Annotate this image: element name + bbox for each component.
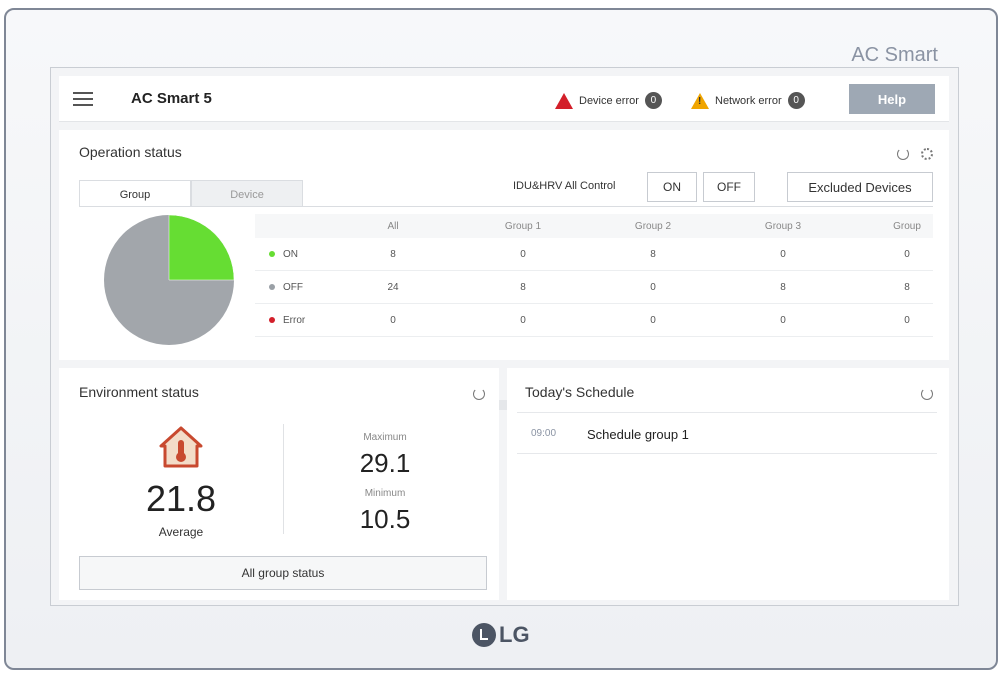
minimum-label: Minimum	[364, 488, 406, 499]
tab-group[interactable]: Group	[79, 180, 191, 206]
table-cell: 0	[904, 248, 910, 260]
operation-tabs: Group Device	[79, 180, 303, 206]
table-cell: 8	[650, 248, 656, 260]
schedule-title: Today's Schedule	[525, 384, 635, 400]
table-cell: 0	[520, 314, 526, 326]
maximum-label: Maximum	[363, 432, 407, 443]
table-cell: 0	[650, 314, 656, 326]
column-header: Group 1	[504, 220, 542, 232]
table-cell: 8	[520, 281, 526, 293]
network-error-count: 0	[787, 92, 805, 109]
device-error-label: Device error	[579, 94, 639, 107]
average-label: Average	[158, 525, 204, 539]
column-header: Group	[893, 220, 921, 232]
column-header: Group 3	[764, 220, 802, 232]
status-dot-error	[269, 317, 275, 323]
environment-status-panel: Environment status 21.8 Average Maximum …	[59, 368, 499, 600]
app-title: AC Smart 5	[131, 90, 212, 107]
brand-label: AC Smart	[851, 44, 938, 66]
table-row-on: ON 8 0 8 0 0	[255, 238, 933, 271]
network-error-label: Network error	[715, 94, 782, 107]
table-cell: 0	[904, 314, 910, 326]
network-error-indicator[interactable]: Network error 0	[691, 92, 805, 109]
all-group-status-button[interactable]: All group status	[79, 556, 487, 590]
row-label-text: OFF	[283, 281, 303, 293]
row-label: OFF	[269, 282, 303, 293]
table-row-error: Error 0 0 0 0 0	[255, 304, 933, 337]
schedule-panel: Today's Schedule 09:00 Schedule group 1	[507, 368, 949, 600]
row-label: Error	[269, 315, 305, 326]
pie-slice-on	[168, 214, 235, 281]
operation-table: All Group 1 Group 2 Group 3 Group ON 8 0…	[255, 214, 933, 337]
schedule-time: 09:00	[531, 428, 557, 439]
all-control-label: IDU&HRV All Control	[513, 180, 616, 192]
network-warning-icon	[691, 92, 709, 109]
all-on-button[interactable]: ON	[647, 172, 697, 202]
maximum-temperature: 29.1	[359, 448, 411, 478]
schedule-item[interactable]: 09:00 Schedule group 1	[517, 414, 937, 454]
table-cell: 0	[650, 281, 656, 293]
tab-device[interactable]: Device	[191, 180, 303, 206]
lg-logo-icon	[472, 623, 496, 647]
device-error-indicator[interactable]: Device error 0	[555, 92, 662, 109]
device-error-icon	[555, 92, 573, 109]
operation-status-panel: Operation status Group Device IDU&HRV Al…	[59, 130, 949, 410]
operation-status-title: Operation status	[79, 144, 182, 160]
excluded-devices-button[interactable]: Excluded Devices	[787, 172, 933, 202]
row-label-text: ON	[283, 248, 298, 260]
screen: AC Smart 5 Device error 0 Network error …	[50, 67, 959, 606]
thermometer-house-icon	[159, 426, 203, 468]
refresh-icon[interactable]	[473, 388, 485, 400]
table-cell: 0	[520, 248, 526, 260]
divider	[283, 424, 284, 534]
average-temperature: 21.8	[145, 478, 217, 519]
operation-pie-chart	[104, 214, 235, 345]
row-label: ON	[269, 249, 298, 260]
table-cell: 8	[904, 281, 910, 293]
menu-icon[interactable]	[73, 92, 93, 106]
device-frame: AC Smart AC Smart 5 Device error 0 Netwo…	[4, 8, 998, 670]
device-error-count: 0	[644, 92, 662, 109]
settings-icon[interactable]	[921, 148, 933, 160]
help-button[interactable]: Help	[849, 84, 935, 114]
column-header: All	[387, 220, 399, 232]
refresh-icon[interactable]	[897, 148, 909, 160]
tab-divider	[79, 206, 933, 207]
table-row-off: OFF 24 8 0 8 8	[255, 271, 933, 304]
schedule-name: Schedule group 1	[587, 427, 689, 442]
row-label-text: Error	[283, 314, 306, 326]
status-dot-on	[269, 251, 275, 257]
status-dot-off	[269, 284, 275, 290]
table-cell: 8	[780, 281, 786, 293]
all-off-button[interactable]: OFF	[703, 172, 755, 202]
table-cell: 0	[780, 314, 786, 326]
table-cell: 8	[390, 248, 396, 260]
column-header: Group 2	[634, 220, 672, 232]
table-header-row: All Group 1 Group 2 Group 3 Group	[255, 214, 933, 238]
environment-status-title: Environment status	[79, 384, 199, 400]
refresh-icon[interactable]	[921, 388, 933, 400]
lg-logo-text: LG	[499, 622, 530, 647]
table-cell: 24	[387, 281, 399, 293]
table-cell: 0	[390, 314, 396, 326]
minimum-temperature: 10.5	[359, 504, 411, 534]
top-bar: AC Smart 5 Device error 0 Network error …	[59, 76, 949, 122]
table-cell: 0	[780, 248, 786, 260]
lg-logo: LG	[472, 622, 530, 648]
divider	[517, 412, 937, 413]
